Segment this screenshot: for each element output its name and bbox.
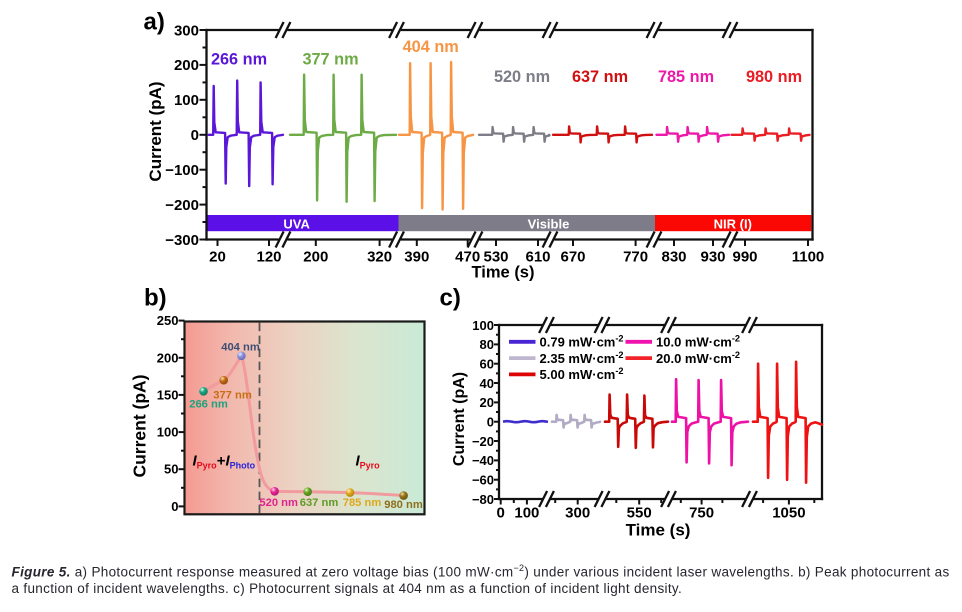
svg-text:−40: −40 — [472, 453, 494, 468]
svg-text:NIR (I): NIR (I) — [714, 216, 752, 231]
svg-text:UVA: UVA — [283, 216, 310, 231]
svg-text:−200: −200 — [165, 197, 199, 214]
svg-text:20: 20 — [209, 248, 226, 265]
svg-text:200: 200 — [303, 248, 328, 265]
svg-text:404 nm: 404 nm — [221, 342, 260, 354]
svg-text:0: 0 — [171, 499, 178, 514]
svg-text:830: 830 — [661, 248, 686, 265]
svg-text:930: 930 — [700, 248, 725, 265]
svg-text:404 nm: 404 nm — [403, 38, 459, 56]
svg-text:100: 100 — [472, 318, 494, 333]
svg-text:300: 300 — [565, 505, 590, 522]
svg-text:990: 990 — [732, 248, 757, 265]
svg-text:5.00 mW·cm-2: 5.00 mW·cm-2 — [540, 366, 624, 382]
svg-text:980 nm: 980 nm — [384, 499, 423, 511]
svg-text:Current (pA): Current (pA) — [130, 374, 150, 477]
svg-text:0: 0 — [487, 415, 494, 430]
svg-text:266 nm: 266 nm — [211, 51, 267, 69]
svg-text:20: 20 — [480, 395, 494, 410]
svg-text:266 nm: 266 nm — [189, 399, 228, 411]
svg-text:377 nm: 377 nm — [213, 390, 252, 402]
svg-text:520 nm: 520 nm — [259, 497, 298, 509]
svg-text:60: 60 — [480, 357, 494, 372]
svg-text:1050: 1050 — [772, 505, 805, 522]
svg-text:c): c) — [440, 285, 461, 312]
svg-text:−60: −60 — [472, 473, 494, 488]
svg-text:637 nm: 637 nm — [572, 68, 628, 86]
svg-text:−100: −100 — [165, 162, 199, 179]
svg-text:−80: −80 — [472, 492, 494, 507]
svg-text:250: 250 — [157, 313, 179, 328]
svg-text:−20: −20 — [472, 434, 494, 449]
svg-text:200: 200 — [157, 350, 179, 365]
svg-text:1100: 1100 — [792, 248, 825, 265]
svg-text:637 nm: 637 nm — [300, 497, 339, 509]
svg-text:200: 200 — [174, 57, 199, 74]
svg-text:530: 530 — [483, 248, 508, 265]
svg-text:a): a) — [144, 9, 165, 36]
svg-text:470: 470 — [455, 248, 480, 265]
svg-text:377 nm: 377 nm — [302, 51, 358, 69]
svg-text:50: 50 — [164, 462, 178, 477]
svg-text:100: 100 — [157, 425, 179, 440]
svg-text:Current (pA): Current (pA) — [451, 372, 468, 466]
svg-text:100: 100 — [174, 92, 199, 109]
svg-text:150: 150 — [157, 387, 179, 402]
svg-text:770: 770 — [623, 248, 648, 265]
svg-text:320: 320 — [367, 248, 392, 265]
svg-text:785 nm: 785 nm — [658, 68, 714, 86]
svg-text:610: 610 — [525, 248, 550, 265]
svg-text:670: 670 — [560, 248, 585, 265]
svg-text:0: 0 — [191, 127, 199, 144]
svg-text:550: 550 — [627, 505, 652, 522]
svg-text:20.0 mW·cm-2: 20.0 mW·cm-2 — [656, 350, 740, 366]
svg-text:980 nm: 980 nm — [746, 68, 802, 86]
svg-text:0: 0 — [497, 505, 505, 522]
svg-text:80: 80 — [480, 337, 494, 352]
svg-text:300: 300 — [174, 22, 199, 39]
svg-text:b): b) — [144, 285, 167, 312]
svg-text:750: 750 — [689, 505, 714, 522]
svg-text:40: 40 — [480, 376, 494, 391]
svg-text:0.79 mW·cm-2: 0.79 mW·cm-2 — [540, 334, 624, 350]
svg-text:Visible: Visible — [528, 216, 570, 231]
svg-text:785 nm: 785 nm — [343, 497, 382, 509]
svg-text:−300: −300 — [165, 232, 199, 249]
svg-text:120: 120 — [256, 248, 281, 265]
svg-text:390: 390 — [404, 248, 429, 265]
svg-text:Time (s): Time (s) — [626, 521, 691, 540]
svg-text:Current (pA): Current (pA) — [146, 81, 165, 181]
svg-text:520 nm: 520 nm — [494, 68, 550, 86]
svg-text:10.0 mW·cm-2: 10.0 mW·cm-2 — [656, 334, 740, 350]
svg-text:2.35 mW·cm-2: 2.35 mW·cm-2 — [540, 350, 624, 366]
svg-text:Time (s): Time (s) — [472, 264, 535, 282]
svg-text:100: 100 — [514, 505, 539, 522]
